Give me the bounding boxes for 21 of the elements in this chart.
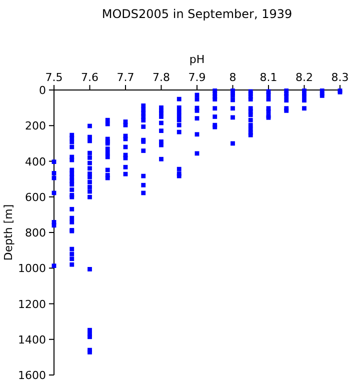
y-tick-label: 0 [39,84,46,97]
x-tick-label: 8.3 [331,71,349,84]
y-tick-label: 400 [25,155,46,168]
y-tick-label: 1400 [18,333,46,346]
x-axis-title: pH [189,53,205,66]
y-tick-label: 600 [25,190,46,204]
y-tick-label: 1200 [18,298,46,311]
x-tick-label: 8 [229,71,236,84]
y-axis-title: Depth [m] [2,204,15,261]
x-tick-label: 7.7 [116,71,134,84]
x-tick-label: 7.6 [81,71,98,84]
y-tick-label: 800 [25,226,46,240]
y-tick-label: 200 [25,120,46,133]
x-tick-label: 7.5 [45,71,63,84]
chart-title: MODS2005 in September, 1939 [102,7,292,21]
y-tick-label: 1000 [18,262,46,276]
y-tick-label: 1600 [18,369,46,382]
x-tick-label: 8.1 [260,71,278,84]
x-tick-label: 8.2 [296,71,313,84]
x-tick-label: 7.8 [152,71,170,84]
x-tick-label: 7.9 [188,71,206,84]
